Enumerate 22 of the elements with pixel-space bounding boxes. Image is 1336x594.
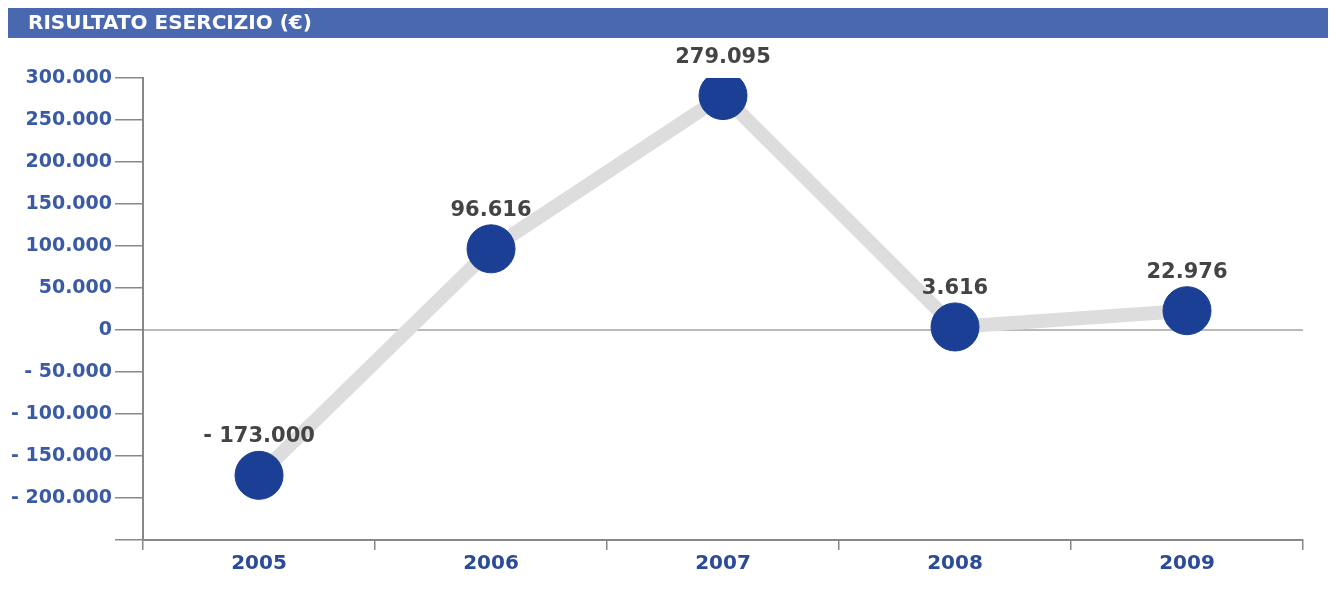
x-tick-label: 2005 — [231, 550, 287, 575]
text: 3.616 — [921, 274, 989, 299]
x-tick-label: 2009 — [1159, 550, 1215, 575]
x-tick-label: 2007 — [695, 550, 751, 575]
y-tick-label: 150.000 — [25, 190, 113, 213]
x-tick-label: 2008 — [927, 550, 983, 575]
y-tick-label: - 50.000 — [24, 358, 113, 381]
chart-title: RISULTATO ESERCIZIO (€) — [8, 8, 1328, 38]
y-tick-label: 250.000 — [25, 106, 113, 129]
text: - 173.000 — [203, 423, 315, 448]
y-tick-label: 100.000 — [25, 232, 113, 255]
x-tick-label: 2006 — [463, 550, 519, 575]
y-tick-label: - 200.000 — [10, 484, 113, 507]
y-tick-label: 50.000 — [38, 274, 113, 297]
text: 22.976 — [1146, 258, 1228, 283]
y-tick-label: - 150.000 — [10, 442, 113, 465]
y-tick-label: 0 — [98, 316, 113, 339]
text: 279.095 — [675, 43, 771, 68]
y-tick-label: - 100.000 — [10, 400, 113, 423]
y-tick-label: 200.000 — [25, 148, 113, 171]
y-tick-label: 300.000 — [25, 64, 113, 87]
text: 96.616 — [450, 196, 532, 221]
